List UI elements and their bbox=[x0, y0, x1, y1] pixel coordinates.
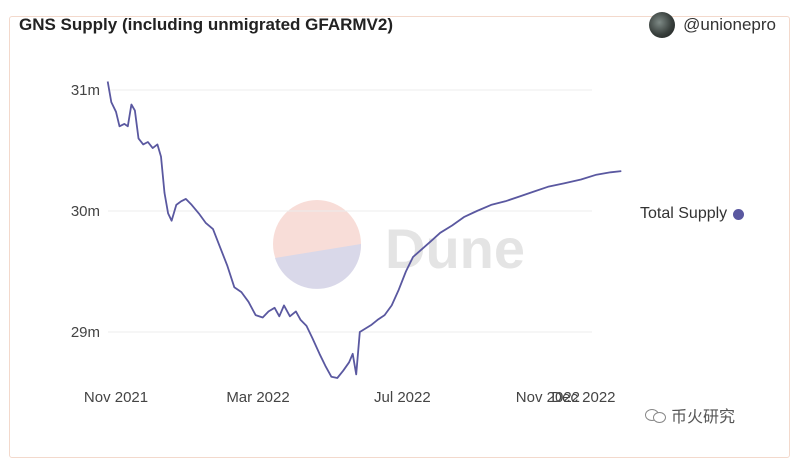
author-name: @unionepro bbox=[683, 15, 776, 34]
x-tick-label: Nov 2021 bbox=[84, 389, 148, 406]
x-tick-label: Nov 2022 bbox=[516, 389, 580, 406]
series-line-total-supply bbox=[106, 81, 622, 379]
chart-title: GNS Supply (including unmigrated GFARMV2… bbox=[19, 15, 394, 34]
legend[interactable]: Total Supply bbox=[640, 205, 745, 223]
x-tick-label: Dec 2022 bbox=[551, 389, 615, 406]
avatar bbox=[649, 12, 676, 38]
legend-label: Total Supply bbox=[640, 205, 728, 222]
y-tick-label: 29m bbox=[71, 324, 100, 341]
svg-text:Dune: Dune bbox=[385, 217, 525, 280]
watermark-text: 币火研究 bbox=[671, 409, 736, 426]
dune-logo-watermark: Dune bbox=[273, 200, 525, 289]
watermark: 币火研究 bbox=[645, 403, 735, 427]
wechat-icon bbox=[645, 407, 667, 423]
y-tick-label: 31m bbox=[71, 82, 100, 99]
y-tick-label: 30m bbox=[71, 203, 100, 220]
x-tick-label: Mar 2022 bbox=[226, 389, 289, 406]
legend-swatch bbox=[733, 208, 745, 220]
author-link[interactable]: @unionepro bbox=[649, 12, 776, 38]
x-tick-label: Jul 2022 bbox=[374, 389, 431, 406]
y-axis: 29m 30m 31m bbox=[71, 82, 100, 341]
grid bbox=[108, 89, 592, 333]
